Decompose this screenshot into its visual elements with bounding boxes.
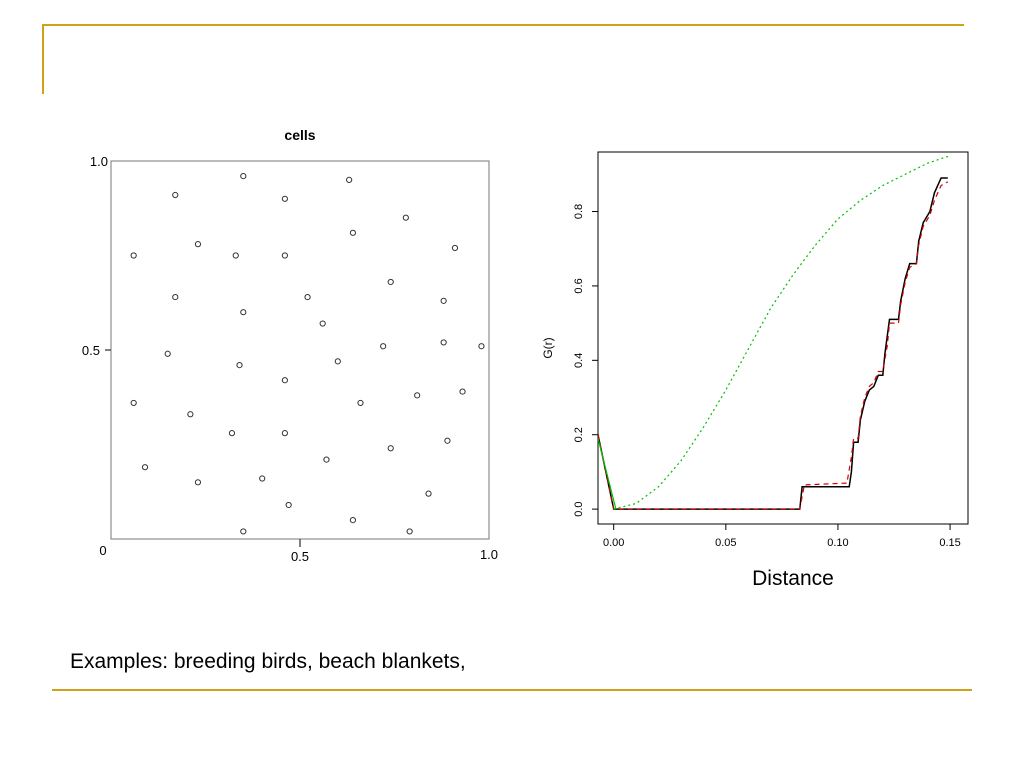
series-line-dotted-3 [613, 155, 951, 510]
cell-point [172, 293, 179, 301]
cell-point [259, 475, 266, 482]
cell-point [323, 456, 330, 463]
cell-point [414, 392, 421, 399]
cell-point [281, 377, 288, 384]
series-line-dashed-1 [598, 181, 949, 510]
cell-point [349, 229, 357, 236]
cell-point [240, 173, 247, 180]
cell-point [236, 362, 243, 369]
cell-point [281, 252, 288, 259]
plot-frame [110, 160, 490, 540]
cell-point [387, 278, 394, 286]
cell-point [194, 479, 202, 486]
y-tick-label: 0.0 [573, 501, 585, 516]
y-tick-label: 0.8 [573, 204, 585, 219]
series-line-solid-0 [598, 177, 948, 510]
cell-point [440, 339, 447, 346]
g-function-chart: 0.00 0.05 0.10 0.15 0.0 0.2 0.4 0.6 0.8 Distance G… [541, 151, 969, 590]
x-tick-label: 1.0 [480, 547, 498, 562]
cell-point [240, 528, 247, 535]
cell-point [194, 241, 202, 248]
y-tick-label: 0.6 [573, 278, 585, 293]
cell-point [357, 399, 364, 407]
cell-point [232, 252, 239, 259]
cell-point [240, 309, 247, 316]
x-tick-label: 0.15 [939, 537, 960, 549]
cell-point [172, 191, 179, 199]
x-tick-label: 0.00 [603, 537, 624, 549]
x-tick-label: 0.05 [715, 537, 736, 549]
x-tick-label: 0 [99, 543, 106, 558]
cell-point [130, 252, 137, 259]
chart-title: cells [284, 127, 315, 143]
cell-point [380, 343, 387, 350]
x-axis-label: Distance [752, 567, 834, 590]
cell-point [304, 293, 311, 301]
cell-point [425, 490, 432, 497]
y-tick-label: 0.2 [573, 427, 585, 442]
y-tick-label: 1.0 [90, 154, 108, 169]
x-tick-label: 0.5 [291, 549, 309, 564]
cell-point [319, 320, 326, 327]
cell-point [451, 244, 459, 252]
cells-scatter-chart: cells 1.0 0.5 0 0.5 1.0 [82, 127, 498, 564]
cell-point [349, 517, 357, 524]
cell-point [402, 214, 409, 221]
cell-point [444, 437, 451, 444]
cell-point [228, 430, 236, 437]
cell-point [164, 350, 171, 357]
cell-point [141, 464, 149, 471]
cell-point [346, 176, 353, 184]
x-tick-label: 0.10 [827, 537, 848, 549]
y-tick-label: 0.5 [82, 343, 100, 358]
cell-point [130, 399, 137, 407]
cell-point [334, 358, 341, 365]
cell-point [281, 430, 288, 437]
cell-point [281, 195, 288, 202]
series-line-solid-2 [598, 438, 617, 510]
y-tick-label: 0.4 [573, 353, 585, 368]
cell-point [285, 501, 292, 509]
slide-caption: Examples: breeding birds, beach blankets… [70, 650, 466, 673]
cell-point [387, 445, 394, 452]
left-rule [42, 24, 44, 94]
bottom-rule [52, 689, 972, 691]
cell-point [478, 343, 485, 350]
cell-point [406, 528, 413, 535]
plot-frame [597, 151, 969, 525]
cell-point [187, 411, 194, 418]
top-rule [42, 24, 964, 26]
cell-point [459, 388, 466, 395]
y-axis-label: G(r) [541, 337, 555, 358]
cell-point [440, 297, 447, 304]
